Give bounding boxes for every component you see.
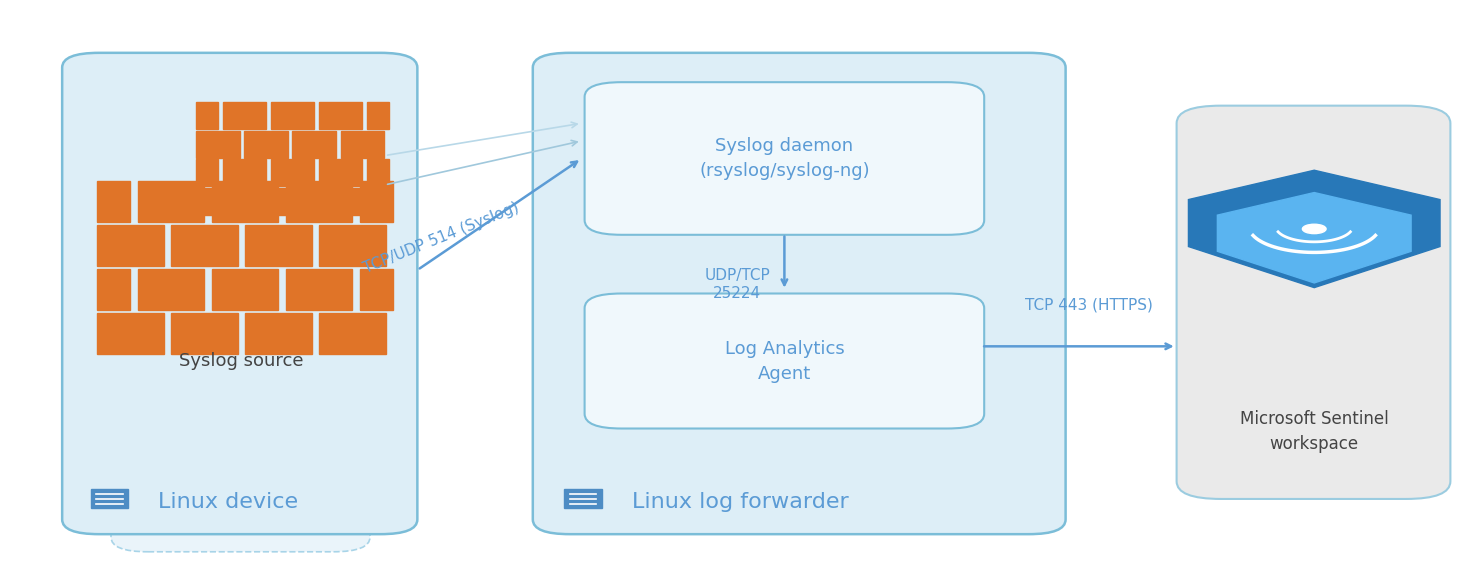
Polygon shape bbox=[1188, 170, 1440, 288]
Bar bbox=[197, 160, 218, 186]
Bar bbox=[367, 102, 389, 129]
Bar bbox=[564, 488, 602, 508]
Bar bbox=[98, 312, 163, 353]
Bar bbox=[197, 131, 240, 157]
Bar bbox=[197, 188, 240, 215]
Bar bbox=[286, 180, 352, 221]
Text: Linux log forwarder: Linux log forwarder bbox=[632, 492, 848, 512]
Bar bbox=[98, 224, 163, 265]
Bar bbox=[271, 160, 314, 186]
Bar bbox=[297, 61, 334, 83]
Bar bbox=[172, 312, 237, 353]
FancyBboxPatch shape bbox=[133, 106, 392, 528]
Bar bbox=[244, 224, 311, 265]
Bar bbox=[222, 102, 266, 129]
Bar bbox=[244, 188, 287, 215]
Text: Microsoft Sentinel
workspace: Microsoft Sentinel workspace bbox=[1240, 410, 1388, 453]
Bar bbox=[234, 61, 253, 83]
Bar bbox=[90, 488, 129, 508]
Bar bbox=[172, 224, 237, 265]
Bar bbox=[258, 61, 293, 83]
Bar bbox=[320, 312, 385, 353]
Bar bbox=[244, 131, 287, 157]
Bar bbox=[320, 102, 363, 129]
Bar bbox=[138, 180, 204, 221]
FancyBboxPatch shape bbox=[533, 53, 1066, 534]
Bar bbox=[379, 109, 397, 132]
FancyBboxPatch shape bbox=[111, 129, 370, 552]
Text: Log Analytics
Agent: Log Analytics Agent bbox=[725, 339, 844, 383]
Bar bbox=[293, 131, 336, 157]
Bar bbox=[138, 269, 204, 310]
Bar bbox=[234, 134, 271, 156]
FancyBboxPatch shape bbox=[1177, 106, 1450, 499]
Bar bbox=[244, 312, 311, 353]
Bar bbox=[98, 269, 130, 310]
FancyBboxPatch shape bbox=[585, 294, 984, 429]
Bar bbox=[197, 102, 218, 129]
Bar bbox=[340, 131, 383, 157]
Bar bbox=[293, 188, 336, 215]
Bar bbox=[315, 134, 352, 156]
Bar bbox=[234, 109, 253, 132]
Text: Syslog source: Syslog source bbox=[179, 352, 303, 370]
Bar bbox=[320, 224, 385, 265]
Bar bbox=[337, 61, 374, 83]
Bar bbox=[320, 160, 363, 186]
Bar bbox=[357, 85, 394, 108]
Text: UDP/TCP
25224: UDP/TCP 25224 bbox=[704, 268, 770, 302]
Bar bbox=[271, 102, 314, 129]
Bar bbox=[297, 109, 334, 132]
Bar bbox=[258, 109, 293, 132]
Text: TCP/UDP 514 (Syslog): TCP/UDP 514 (Syslog) bbox=[361, 200, 521, 276]
Bar bbox=[379, 61, 397, 83]
FancyBboxPatch shape bbox=[62, 53, 417, 534]
Circle shape bbox=[1302, 224, 1326, 234]
Text: e: e bbox=[346, 312, 355, 328]
Bar bbox=[275, 85, 312, 108]
Bar bbox=[340, 188, 383, 215]
Bar bbox=[337, 109, 374, 132]
Bar bbox=[286, 269, 352, 310]
Bar bbox=[222, 160, 266, 186]
Bar bbox=[212, 269, 278, 310]
Bar bbox=[357, 134, 394, 156]
Text: Syslog daemon
(rsyslog/syslog-ng): Syslog daemon (rsyslog/syslog-ng) bbox=[699, 137, 870, 180]
Polygon shape bbox=[1218, 193, 1410, 283]
Bar bbox=[234, 85, 271, 108]
Bar bbox=[367, 160, 389, 186]
Bar bbox=[360, 269, 394, 310]
Bar bbox=[360, 180, 394, 221]
FancyBboxPatch shape bbox=[585, 82, 984, 235]
Bar bbox=[212, 180, 278, 221]
Text: rce: rce bbox=[361, 248, 385, 263]
Bar bbox=[275, 134, 312, 156]
Bar bbox=[98, 180, 130, 221]
Text: TCP 443 (HTTPS): TCP 443 (HTTPS) bbox=[1026, 298, 1153, 313]
Bar bbox=[315, 85, 352, 108]
Text: Linux device: Linux device bbox=[158, 492, 299, 512]
